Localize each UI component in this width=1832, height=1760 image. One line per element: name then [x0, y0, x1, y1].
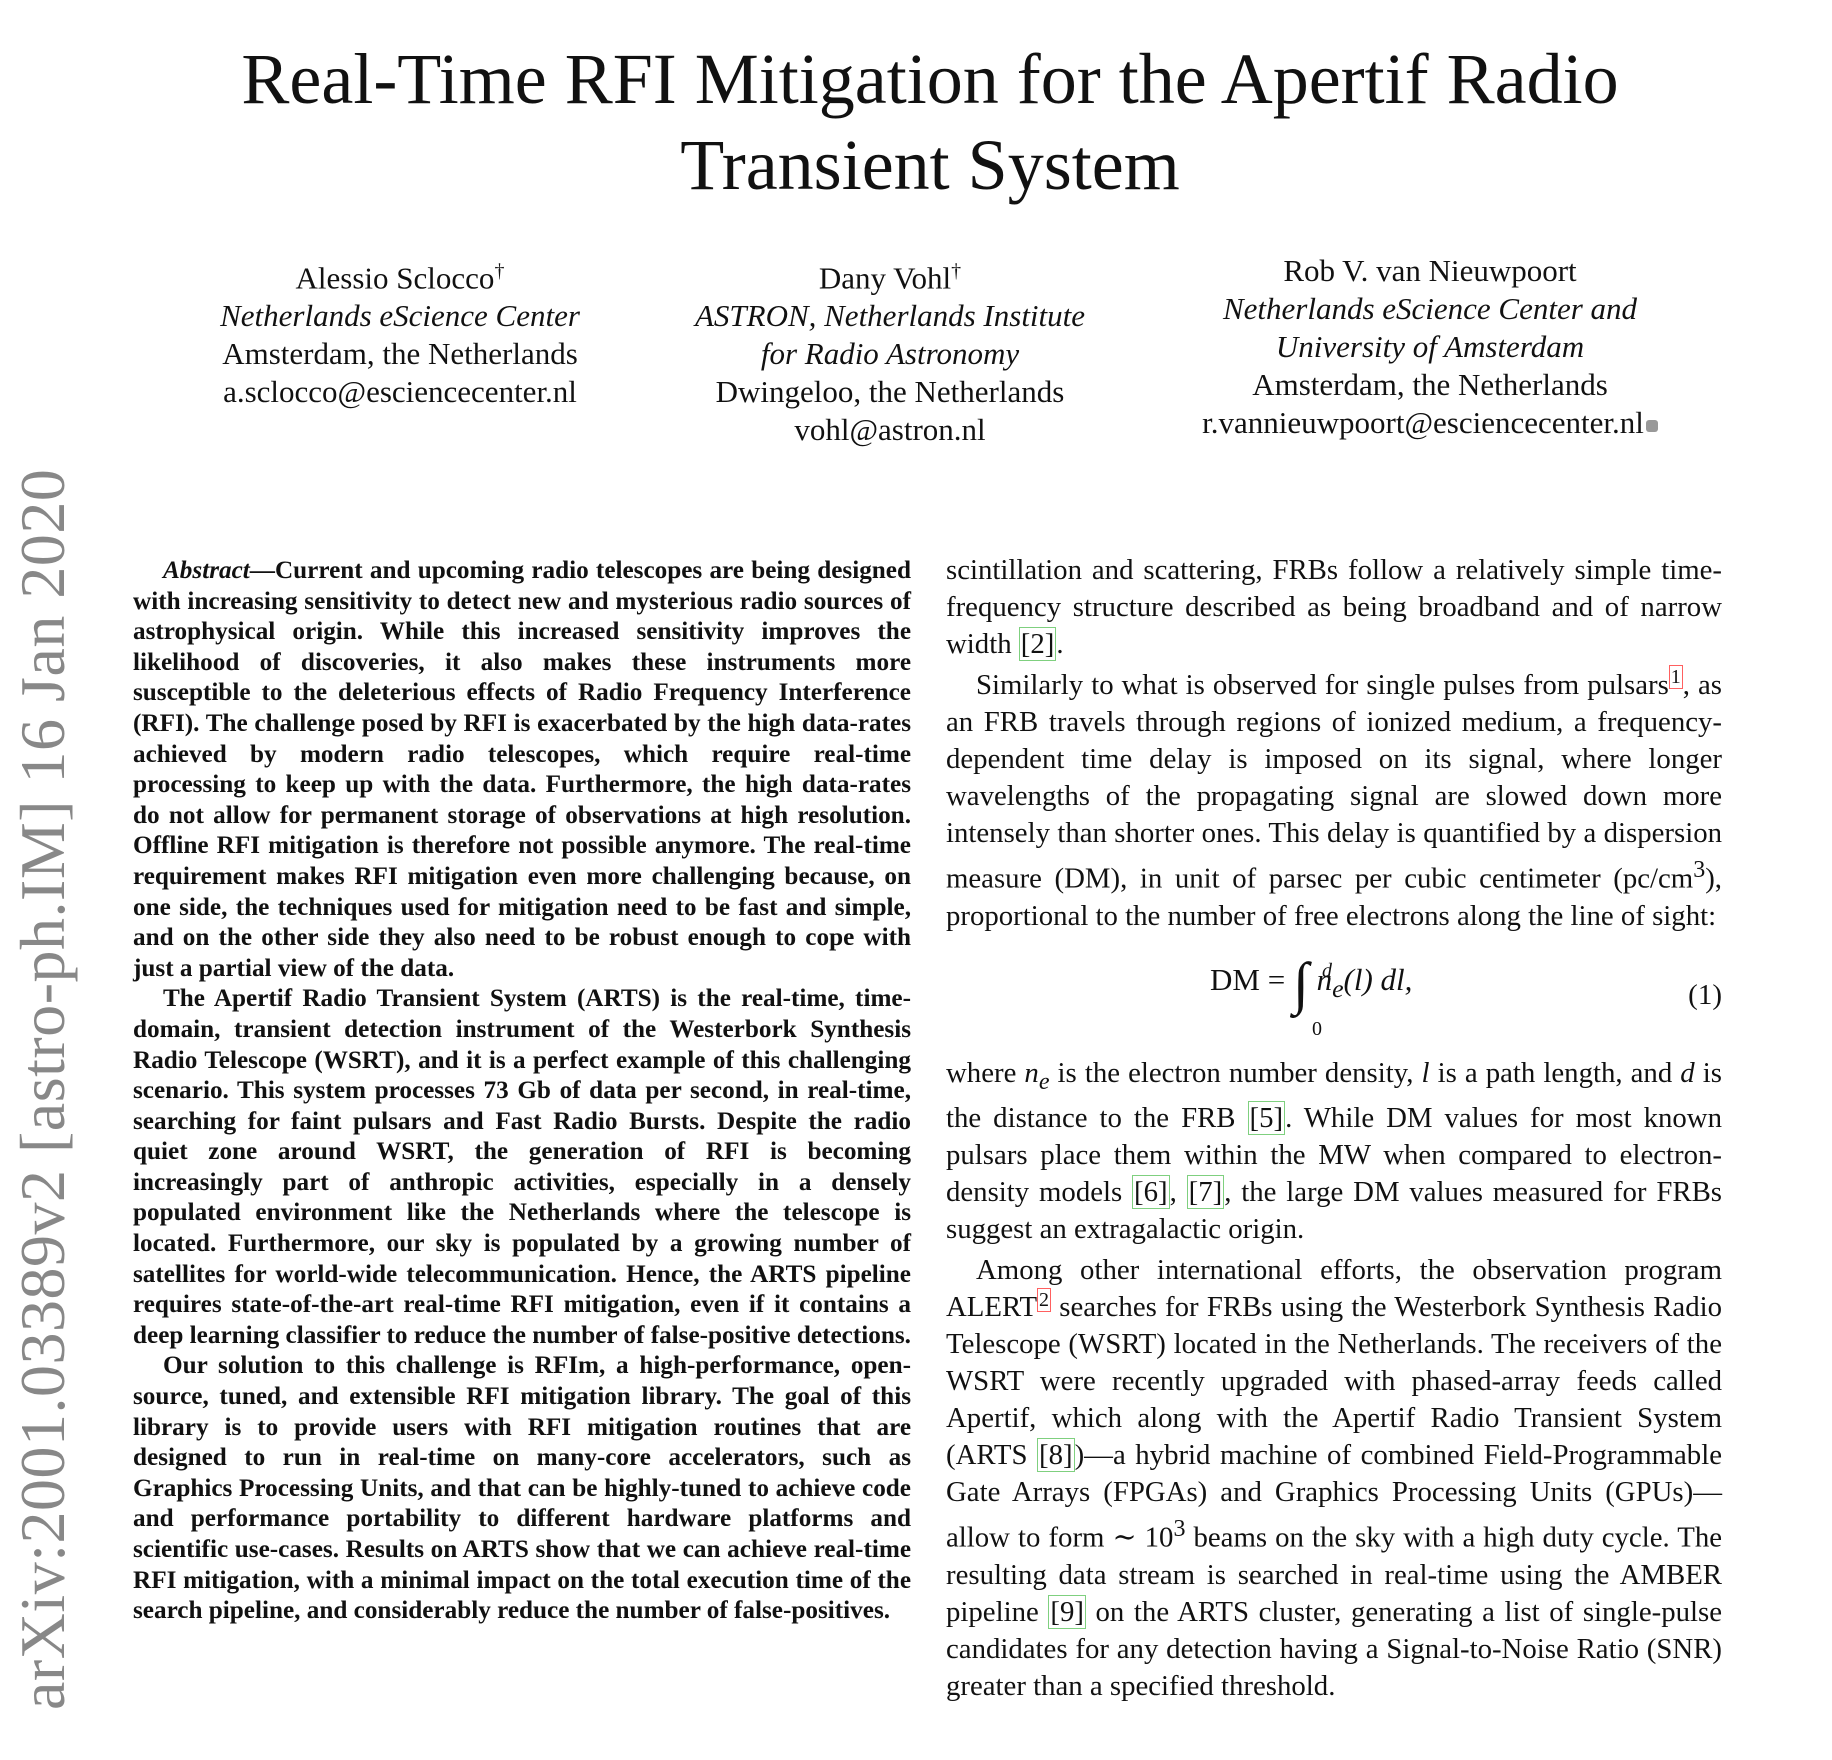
author-affiliation: ASTRON, Netherlands Institute [694, 298, 1086, 334]
text-run: is the electron number density, [1049, 1056, 1422, 1089]
math-var: n [1024, 1056, 1039, 1089]
text-run: on the ARTS cluster, generating a list o… [946, 1595, 1722, 1702]
math-sub: e [1038, 1068, 1050, 1095]
abstract-label: Abstract [163, 557, 250, 584]
equation-formula: DM = ∫ d 0 ne(l) dl, [1210, 953, 1413, 1039]
arxiv-sidebar-stamp: arXiv:2001.03389v2 [astro-ph.IM] 16 Jan … [7, 468, 78, 1710]
abstract-text-1: —Current and upcoming radio telescopes a… [133, 557, 911, 982]
equation-number: (1) [1688, 978, 1722, 1011]
author-email[interactable]: vohl@astron.nl [794, 412, 986, 448]
author-name: Rob V. van Nieuwpoort [1283, 253, 1577, 288]
equation-rest: (l) dl, [1343, 961, 1413, 997]
author-van-nieuwpoort: Rob V. van Nieuwpoort Netherlands eScien… [1150, 252, 1710, 442]
abstract-paragraph-3: Our solution to this challenge is RFIm, … [133, 1352, 911, 1625]
text-run: scintillation and scattering, FRBs follo… [946, 554, 1722, 660]
title-line-1: Real-Time RFI Mitigation for the Apertif… [241, 39, 1619, 119]
author-affiliation-2: for Radio Astronomy [760, 336, 1020, 372]
author-location: Amsterdam, the Netherlands [222, 336, 578, 372]
author-affiliation: Netherlands eScience Center [220, 298, 580, 334]
comment-icon[interactable] [1645, 419, 1658, 432]
author-name: Dany Vohl [818, 260, 952, 296]
body-paragraph-1: scintillation and scattering, FRBs follo… [946, 552, 1722, 663]
body-paragraph-2: Similarly to what is observed for single… [946, 665, 1723, 935]
text-run: )—a hybrid machine of combined Field-Pro… [946, 1439, 1722, 1554]
body-paragraph-4: Among other international efforts, the o… [946, 1252, 1722, 1705]
math-var: d [1680, 1056, 1695, 1089]
equation-variable: n [1316, 961, 1333, 997]
author-affiliation: Netherlands eScience Center and [1222, 291, 1638, 326]
text-run: is the distance to the FRB [946, 1056, 1722, 1135]
text-run: , the large DM values measured for FRBs … [946, 1176, 1722, 1246]
text-run: ), proportional to the number of free el… [946, 862, 1722, 932]
abstract-paragraph-2: The Apertif Radio Transient System (ARTS… [133, 985, 911, 1349]
text-run: Among other international efforts, the o… [946, 1254, 1722, 1324]
author-mark: † [494, 260, 505, 282]
citation-link[interactable]: [9] [1048, 1594, 1086, 1629]
math-var: l [1421, 1056, 1430, 1089]
text-run: where [946, 1056, 1025, 1089]
author-sclocco: Alessio Sclocco† Netherlands eScience Ce… [180, 252, 620, 411]
text-run: beams on the sky with a high duty cycle.… [946, 1521, 1722, 1628]
paper-title: Real-Time RFI Mitigation for the Apertif… [120, 36, 1740, 208]
author-mark: † [951, 260, 962, 282]
text-run: , [1169, 1176, 1187, 1209]
citation-link[interactable]: [5] [1247, 1101, 1286, 1136]
text-run: . While DM values for most known pulsars… [946, 1102, 1722, 1209]
body-column-right: scintillation and scattering, FRBs follo… [946, 552, 1722, 1709]
equation-1: DM = ∫ d 0 ne(l) dl, (1) [946, 951, 1722, 1041]
citation-link[interactable]: [7] [1186, 1175, 1225, 1210]
abstract-paragraph-1: Abstract—Current and upcoming radio tele… [133, 556, 911, 984]
abstract-column: Abstract—Current and upcoming radio tele… [133, 556, 911, 1627]
text-run: searches for FRBs using the Westerbork S… [946, 1291, 1722, 1472]
equation-lhs: DM = [1210, 961, 1293, 997]
text-run: . [1056, 628, 1064, 660]
title-line-2: Transient System [680, 125, 1180, 205]
superscript: 3 [1173, 1516, 1186, 1543]
integral-sign: ∫ [1292, 949, 1309, 1015]
author-vohl: Dany Vohl† ASTRON, Netherlands Institute… [660, 252, 1120, 449]
citation-link[interactable]: [6] [1132, 1175, 1170, 1210]
author-name: Alessio Sclocco [295, 260, 495, 296]
text-run: is a path length, and [1429, 1056, 1681, 1089]
integral-upper-limit: d [1322, 959, 1332, 982]
citation-link[interactable]: [2] [1018, 627, 1057, 661]
citation-link[interactable]: [8] [1037, 1438, 1075, 1473]
author-location: Dwingeloo, the Netherlands [715, 374, 1065, 410]
author-location: Amsterdam, the Netherlands [1252, 367, 1608, 402]
author-email[interactable]: r.vannieuwpoort@esciencecenter.nl [1202, 405, 1644, 440]
equation-subscript: e [1332, 973, 1344, 1003]
footnote-link[interactable]: 1 [1668, 665, 1683, 690]
body-paragraph-3: where ne is the electron number density,… [946, 1055, 1722, 1249]
text-run: , as an FRB travels through regions of i… [946, 669, 1723, 895]
integral-lower-limit: 0 [1312, 1017, 1322, 1040]
author-affiliation-2: University of Amsterdam [1275, 329, 1585, 364]
text-run: Similarly to what is observed for single… [976, 669, 1669, 701]
superscript: 3 [1693, 857, 1706, 883]
footnote-link[interactable]: 2 [1037, 1287, 1052, 1312]
author-email[interactable]: a.sclocco@esciencecenter.nl [223, 374, 577, 410]
